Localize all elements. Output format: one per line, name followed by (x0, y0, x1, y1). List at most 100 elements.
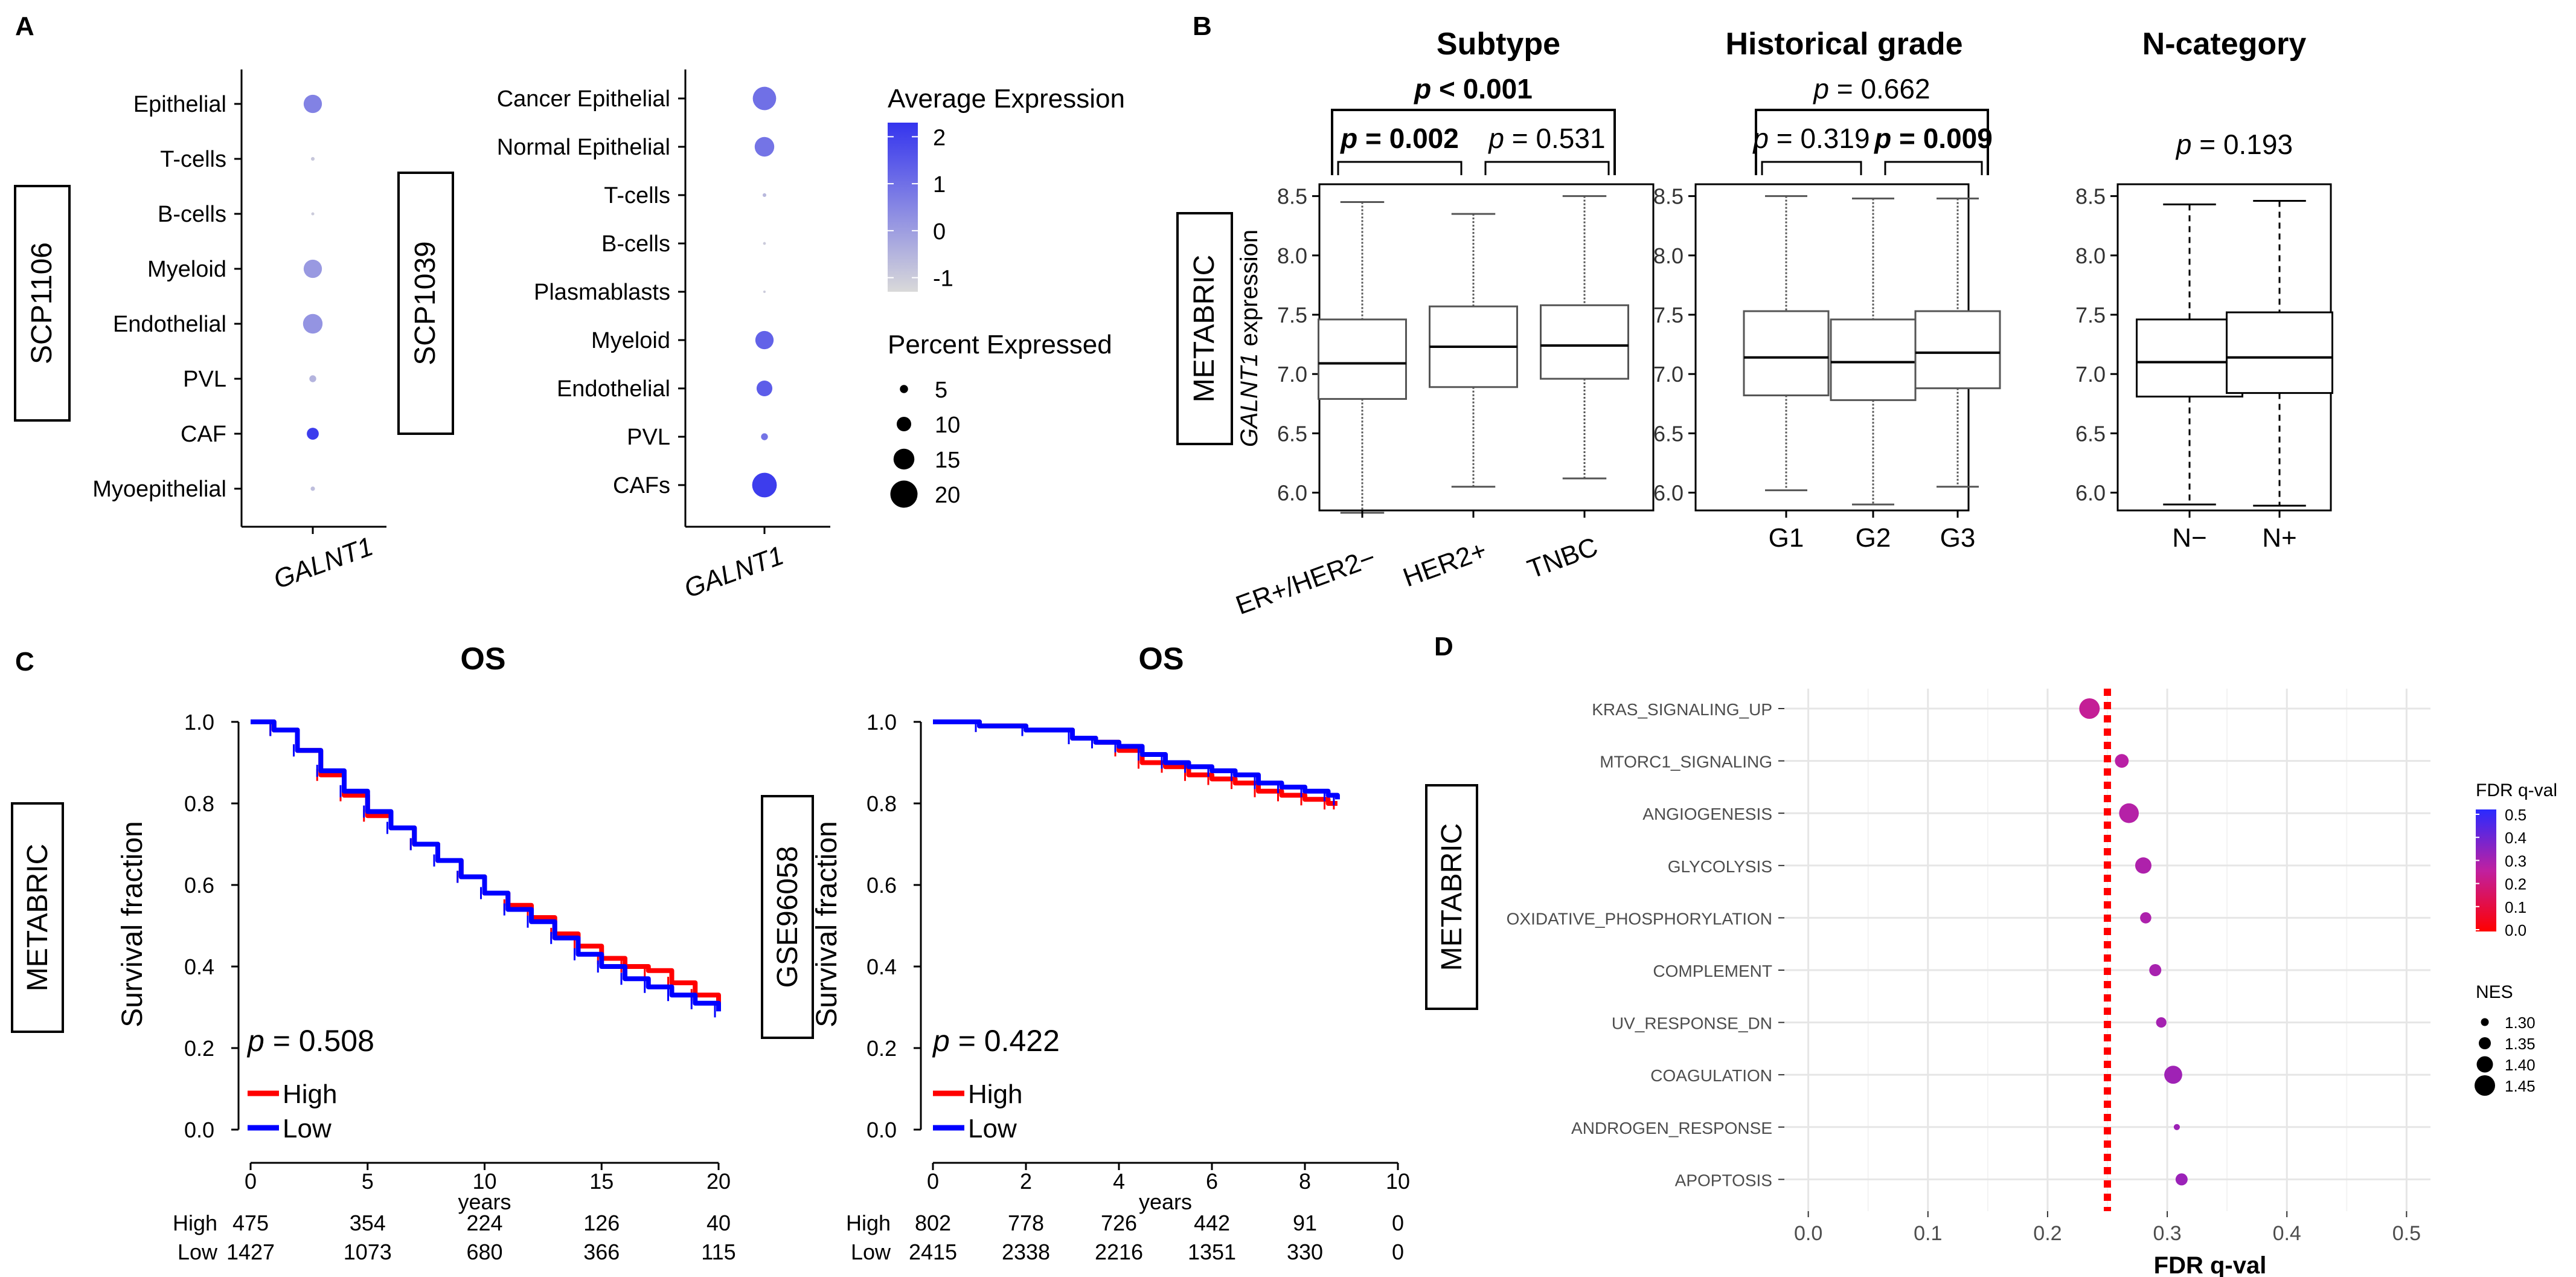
x-tick-label: 10 (1386, 1169, 1410, 1194)
y-tick-label: 0.8 (184, 791, 214, 816)
boxplot-0: 8.5 8.0 7.5 7.0 6.5 6.0 Subtype ER+/HER2− HER2+ T… (1232, 27, 1655, 620)
y-tick-label: 0.2 (184, 1036, 214, 1061)
panel-label-b: B (1193, 11, 1212, 41)
pathway-dot (2079, 698, 2100, 719)
risk-count: 0 (1392, 1240, 1404, 1264)
expression-dot (761, 433, 768, 440)
size-legend-label: 10 (935, 413, 960, 438)
cell-type-label: B-cells (158, 202, 226, 227)
km-title: OS (460, 642, 505, 677)
pathway-dot (2140, 912, 2151, 924)
pathway-dot (2173, 1124, 2180, 1130)
cell-type-label: Endothelial (557, 376, 670, 402)
risk-count: 726 (1101, 1211, 1137, 1235)
gsea-dotplot: KRAS_SIGNALING_UP MTORC1_SIGNALING ANGIOGE… (1507, 689, 2430, 1245)
risk-count: 680 (466, 1240, 502, 1264)
km-pvalue: p = 0.508 (246, 1024, 374, 1058)
expression-dot (303, 94, 322, 114)
pvalue-bracket: p = 0.662 (1755, 73, 1989, 175)
y-tick-label: 6.0 (2075, 481, 2106, 506)
dataset-box-metabric-c (11, 802, 64, 1033)
risk-count: 0 (1392, 1211, 1404, 1235)
risk-count: 2216 (1095, 1240, 1143, 1264)
x-tick-label: 0.5 (2392, 1222, 2421, 1245)
pathway-label: ANDROGEN_RESPONSE (1571, 1119, 1772, 1137)
fdr-colorbar-tick-label: 0.5 (2505, 806, 2526, 824)
dataset-box-scp1106 (14, 185, 71, 422)
boxplot-2: 8.5 8.0 7.5 7.0 6.5 6.0 N-category N− N+ p = 0.19… (2075, 27, 2333, 553)
nes-legend: 1.30 1.35 1.40 1.45 (2475, 1014, 2536, 1096)
pathway-dot (2149, 964, 2162, 976)
y-tick-label: 7.0 (2075, 362, 2106, 387)
iqr-box (1914, 310, 2001, 390)
pathway-label: COMPLEMENT (1653, 962, 1772, 980)
pathway-label: MTORC1_SIGNALING (1600, 753, 1772, 771)
expression-dot (309, 375, 316, 382)
pvalue-label: p = 0.193 (2175, 129, 2293, 160)
dataset-label-scp1039: SCP1039 (409, 241, 441, 365)
expression-dot (311, 212, 315, 216)
dataset-label-gse96058: GSE96058 (772, 846, 804, 988)
pvalue-bracket: p = 0.002 (1337, 123, 1463, 175)
survival-curve-low (933, 719, 1340, 800)
x-tick-label: 0.1 (1914, 1222, 1942, 1245)
pathway-dot (2135, 857, 2151, 874)
risk-count: 802 (915, 1211, 951, 1235)
km-plot-1: OS 1.0 0.8 0.6 0.4 0.2 0.0 0 2 4 6 8 10 years Survival… (811, 642, 1410, 1264)
km-title: OS (1138, 642, 1184, 677)
y-axis-title: Survival fraction (811, 821, 843, 1027)
dotplot-1-dots (303, 94, 323, 491)
nes-legend-label: 1.45 (2505, 1077, 2536, 1095)
x-category-label: N+ (2262, 523, 2296, 553)
y-tick-label: 6.0 (1653, 481, 1684, 506)
size-legend-label: 15 (935, 448, 960, 473)
fdr-colorbar-tick-label: 0.0 (2505, 921, 2526, 939)
nes-legend-title: NES (2476, 982, 2513, 1002)
pathway-label: UV_RESPONSE_DN (1612, 1014, 1772, 1033)
x-category-label: G2 (1856, 523, 1891, 553)
panel-label-a: A (15, 11, 34, 41)
fdr-colorbar-tick-label: 0.1 (2505, 898, 2526, 916)
y-tick-label: 8.0 (1653, 243, 1684, 268)
y-tick-label: 8.0 (1277, 243, 1307, 268)
y-tick-label: 6.5 (1653, 421, 1684, 446)
x-axis-title: years (1139, 1189, 1192, 1214)
box-y-axis-title: GALNT1 expression (1236, 230, 1263, 447)
pathway-dot (2119, 803, 2139, 823)
y-tick-label: 1.0 (867, 710, 897, 735)
pathway-label: OXIDATIVE_PHOSPHORYLATION (1507, 909, 1772, 928)
bracket-line (1755, 109, 1989, 175)
dotplot-1-cell-labels: Epithelial T-cells B-cells Myeloid Endotheli… (92, 92, 314, 534)
x-category-label: ER+/HER2− (1232, 542, 1379, 620)
x-tick-label: 8 (1299, 1169, 1311, 1194)
cell-type-label: PVL (183, 367, 226, 392)
y-tick-label: 8.5 (2075, 184, 2106, 209)
pvalue-label: p = 0.662 (1812, 73, 1930, 105)
cell-type-label: T-cells (160, 147, 226, 172)
x-tick-label: 5 (362, 1169, 374, 1194)
iqr-box (2226, 311, 2333, 394)
x-tick-label: 0.2 (2033, 1222, 2062, 1245)
y-tick-label: 0.6 (867, 873, 897, 898)
risk-row-label: High (846, 1211, 891, 1235)
cell-type-label: T-cells (604, 183, 670, 208)
x-category-label: TNBC (1523, 532, 1601, 584)
risk-row-label: Low (851, 1240, 891, 1264)
y-tick-label: 7.5 (1277, 303, 1307, 327)
avg-expression-colorbar-ticks: 2 1 0 -1 (888, 125, 953, 292)
colorbar-tick-label: 0 (933, 219, 946, 245)
legend-label: High (283, 1079, 338, 1109)
size-legend-label: 5 (935, 378, 947, 403)
colorbar-tick-label: 2 (933, 125, 946, 150)
survival-curve-high (933, 719, 1338, 806)
x-tick-label: 2 (1020, 1169, 1032, 1194)
risk-count: 126 (583, 1211, 620, 1235)
size-legend-dot (893, 448, 915, 470)
dataset-box-scp1039 (397, 172, 454, 435)
risk-count: 2338 (1002, 1240, 1050, 1264)
km-pvalue: p = 0.422 (932, 1024, 1060, 1058)
y-tick-label: 0.8 (867, 791, 897, 816)
pvalue-bracket: p = 0.319 (1752, 123, 1870, 175)
risk-count: 1351 (1188, 1240, 1236, 1264)
